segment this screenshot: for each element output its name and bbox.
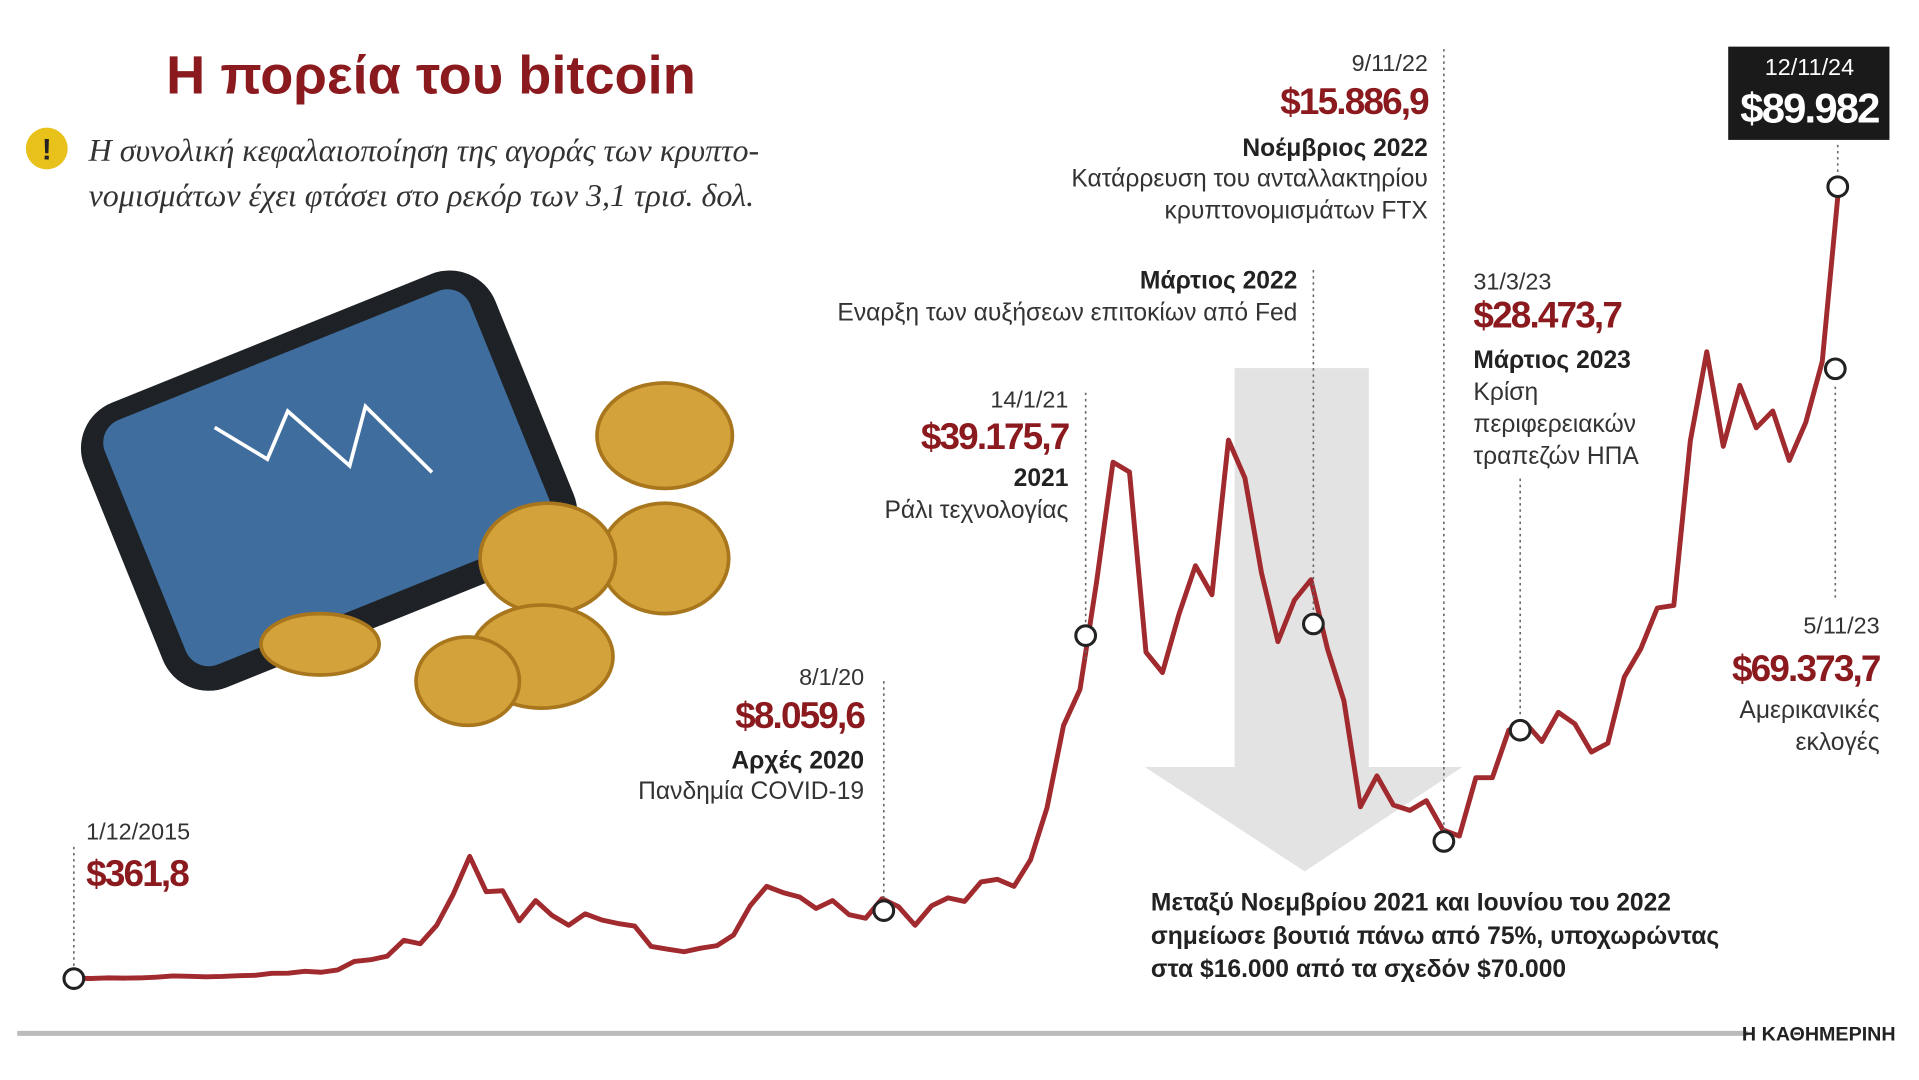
alert-icon — [25, 127, 68, 170]
annotation-date: 8/1/20 — [799, 664, 864, 690]
annotation-date: 14/1/21 — [990, 386, 1068, 412]
annotation-text: Ράλι τεχνολογίας — [885, 497, 1069, 524]
annotation-date: 12/11/24 — [1765, 54, 1854, 80]
title: Η πορεία του bitcoin — [166, 45, 696, 105]
subtitle: νομισμάτων έχει φτάσει στο ρεκόρ των 3,1… — [89, 178, 755, 213]
note: σημείωσε βουτιά πάνω από 75%, υποχωρώντα… — [1151, 923, 1719, 950]
annotation-date: 31/3/23 — [1473, 269, 1551, 295]
highlight-box — [1728, 46, 1890, 140]
note: Μεταξύ Νοεμβρίου 2021 και Ιουνίου του 20… — [1151, 890, 1671, 917]
event-marker — [872, 899, 896, 922]
annotation-title: Νοέμβριος 2022 — [1242, 135, 1428, 162]
annotation-text: Εναρξη των αυξήσεων επιτοκίων από Fed — [837, 299, 1297, 326]
event-marker — [62, 967, 86, 990]
annotation-text: Αμερικανικές — [1739, 697, 1879, 724]
note: στα $16.000 από τα σχεδόν $70.000 — [1151, 956, 1566, 983]
annotation-text: τραπεζών ΗΠΑ — [1473, 443, 1639, 470]
alert-icon-mark: ! — [42, 134, 52, 167]
wallet-illustration — [80, 270, 735, 728]
annotation-value: $39.175,7 — [921, 416, 1069, 457]
annotation-text: Πανδημία COVID-19 — [638, 778, 864, 805]
annotation-value: $89.982 — [1740, 85, 1879, 132]
event-marker — [1826, 175, 1850, 199]
event-marker — [1508, 718, 1532, 742]
annotation-title: Μάρτιος 2022 — [1140, 267, 1297, 294]
annotation-value: $8.059,6 — [735, 695, 865, 736]
event-marker — [1432, 830, 1456, 853]
annotation-date: 1/12/2015 — [86, 818, 190, 844]
annotation-date: 9/11/22 — [1352, 50, 1428, 76]
event-marker — [1823, 357, 1847, 381]
annotation-value: $361,8 — [86, 853, 189, 894]
annotation-value: $69.373,7 — [1732, 648, 1880, 689]
source: Η ΚΑΘΗΜΕΡΙΝΗ — [1742, 1024, 1896, 1046]
price-line — [73, 186, 1842, 981]
annotation-title: Μάρτιος 2023 — [1473, 347, 1630, 374]
event-marker — [1074, 624, 1098, 647]
event-marker — [1302, 612, 1325, 636]
annotation-date: 5/11/23 — [1803, 612, 1879, 638]
annotation-title: 2021 — [1014, 465, 1069, 492]
annotation-text: Κρίση — [1473, 379, 1538, 406]
subtitle: Η συνολική κεφαλαιοποίηση της αγοράς των… — [88, 133, 760, 168]
annotation-text: κρυπτονομισμάτων FTX — [1165, 197, 1428, 224]
annotation-text: εκλογές — [1796, 729, 1880, 756]
annotation-text: Κατάρρευση του ανταλλακτηρίου — [1071, 166, 1427, 193]
annotation-text: περιφερειακών — [1473, 411, 1636, 438]
annotation-title: Αρχές 2020 — [731, 747, 864, 774]
annotation-value: $15.886,9 — [1280, 81, 1429, 122]
annotation-value: $28.473,7 — [1473, 295, 1621, 336]
